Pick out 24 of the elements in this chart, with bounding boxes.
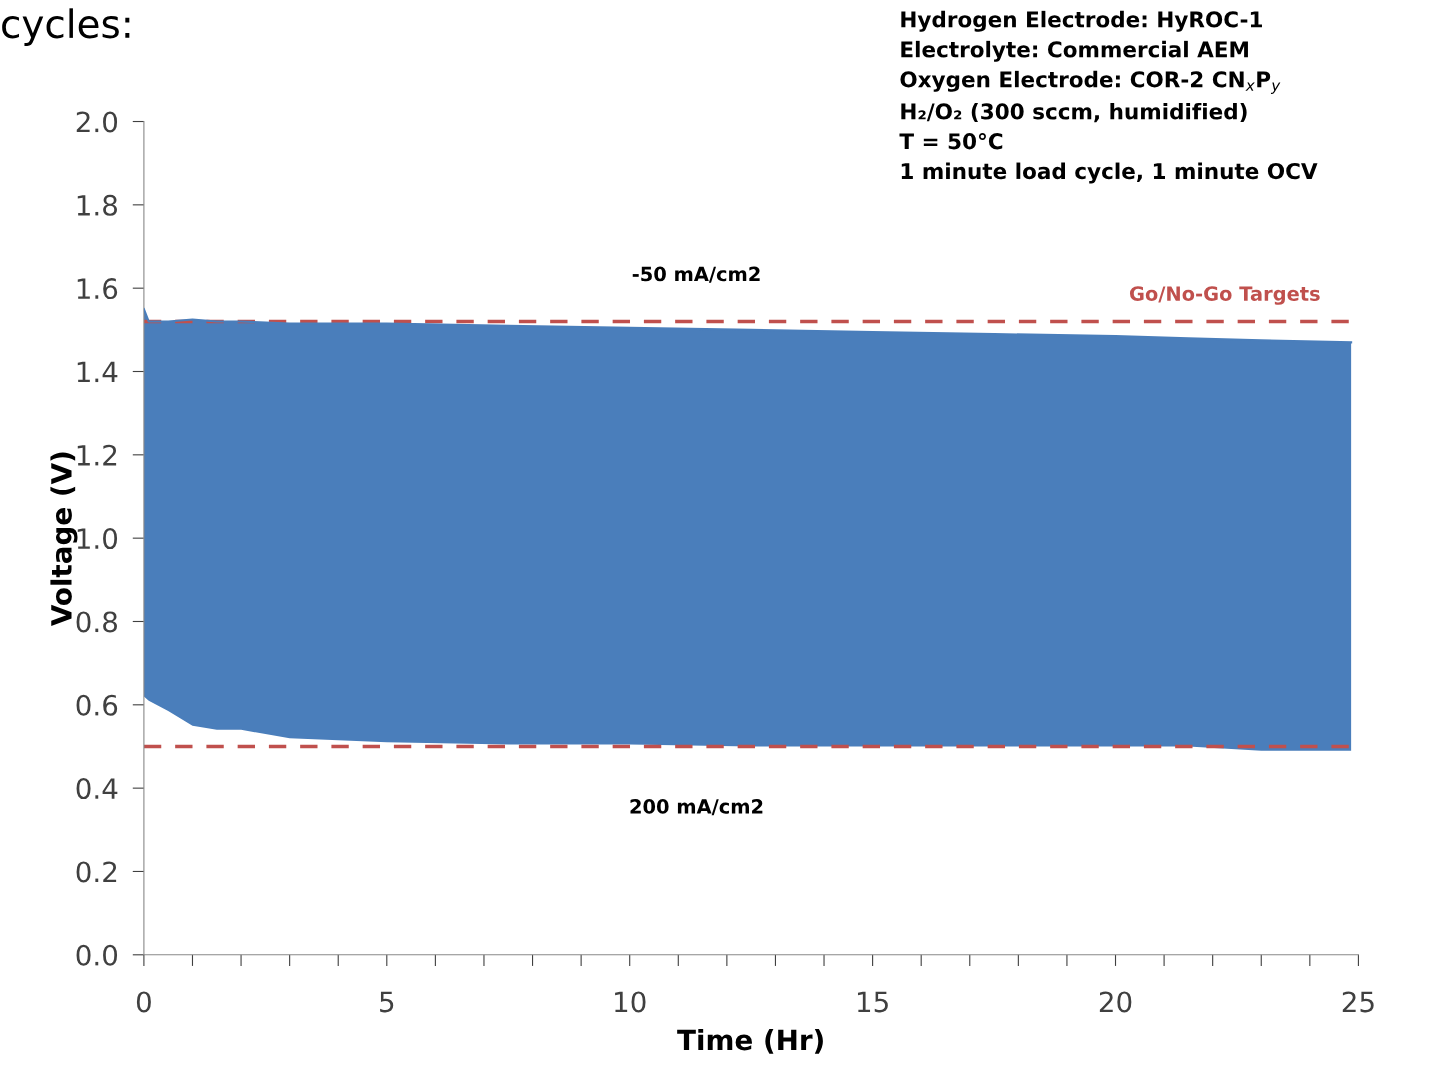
- y-tick-label: 0.0: [76, 944, 118, 966]
- x-tick-label: 10: [615, 991, 646, 1013]
- x-axis-title: Time (Hr): [677, 1028, 823, 1054]
- y-axis-title: Voltage (V): [50, 452, 78, 626]
- x-tick-label: 0: [136, 991, 151, 1013]
- y-tick-label: 1.2: [77, 444, 117, 466]
- ref-line-label: Go/No-Go Targets: [1129, 286, 1320, 305]
- x-tick-label: 15: [857, 991, 888, 1013]
- annotation: -50 mA/cm2: [632, 266, 760, 283]
- y-tick-label: 1.8: [77, 194, 117, 216]
- x-tick-label: 20: [1099, 991, 1132, 1013]
- annotation: 200 mA/cm2: [630, 799, 763, 816]
- y-tick-label: 0.2: [76, 861, 117, 883]
- y-tick-label: 1.6: [77, 278, 118, 300]
- y-tick-label: 0.6: [76, 694, 118, 716]
- y-tick-label: 1.4: [77, 361, 118, 383]
- y-tick-label: 1.0: [77, 528, 118, 550]
- x-tick-label: 25: [1342, 991, 1374, 1013]
- y-tick-label: 2.0: [76, 111, 118, 133]
- x-tick-label: 5: [380, 991, 394, 1013]
- text: cycles:: [2, 8, 130, 46]
- y-tick-label: 0.4: [76, 778, 118, 800]
- y-tick-label: 0.8: [76, 611, 117, 633]
- text: Hydrogen Electrode: HyROC-1 Electrolyte: Commercial AEM Oxygen Electrode: COR-2 CN$_{x}$P$_{y}$ H₂/O₂ (300 sccm, humidified) T = 50°C 1 minute load cycle, 1 minute OCV: [899, 10, 1318, 184]
